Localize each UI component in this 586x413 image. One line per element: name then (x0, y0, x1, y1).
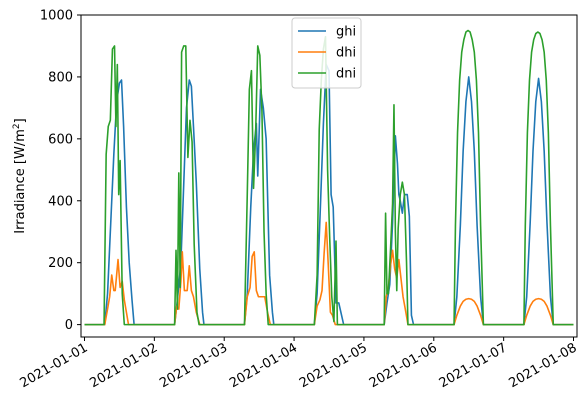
y-tick-label: 200 (48, 256, 73, 271)
x-tick-label: 2021-01-01 (18, 340, 91, 391)
x-tick-label: 2021-01-05 (297, 340, 370, 391)
x-tick-label: 2021-01-07 (437, 340, 510, 391)
legend-label-dni: dni (336, 67, 356, 82)
series-line-dni (84, 29, 574, 326)
x-tick-label: 2021-01-03 (157, 340, 230, 391)
y-tick-label: 400 (48, 194, 73, 209)
x-axis-ticks: 2021-01-012021-01-022021-01-032021-01-04… (18, 337, 580, 391)
y-tick-label: 1000 (40, 9, 73, 24)
y-axis-ticks: 0 200 400 600 800 1000 (40, 9, 81, 333)
legend-label-dhi: dhi (336, 46, 356, 61)
y-tick-label: 800 (48, 70, 73, 85)
x-tick-label: 2021-01-02 (87, 340, 160, 391)
y-tick-label: 600 (48, 132, 73, 147)
x-tick-label: 2021-01-04 (227, 340, 300, 391)
y-axis-label: Irradiance [W/m2] (12, 118, 28, 233)
y-tick-label: 0 (65, 318, 73, 333)
plot-frame (80, 14, 578, 338)
legend-label-ghi: ghi (336, 25, 356, 40)
legend-box (291, 17, 362, 89)
x-tick-label: 2021-01-06 (367, 340, 440, 391)
x-tick-label: 2021-01-08 (507, 340, 580, 391)
legend: ghi dhi dni (291, 17, 362, 89)
